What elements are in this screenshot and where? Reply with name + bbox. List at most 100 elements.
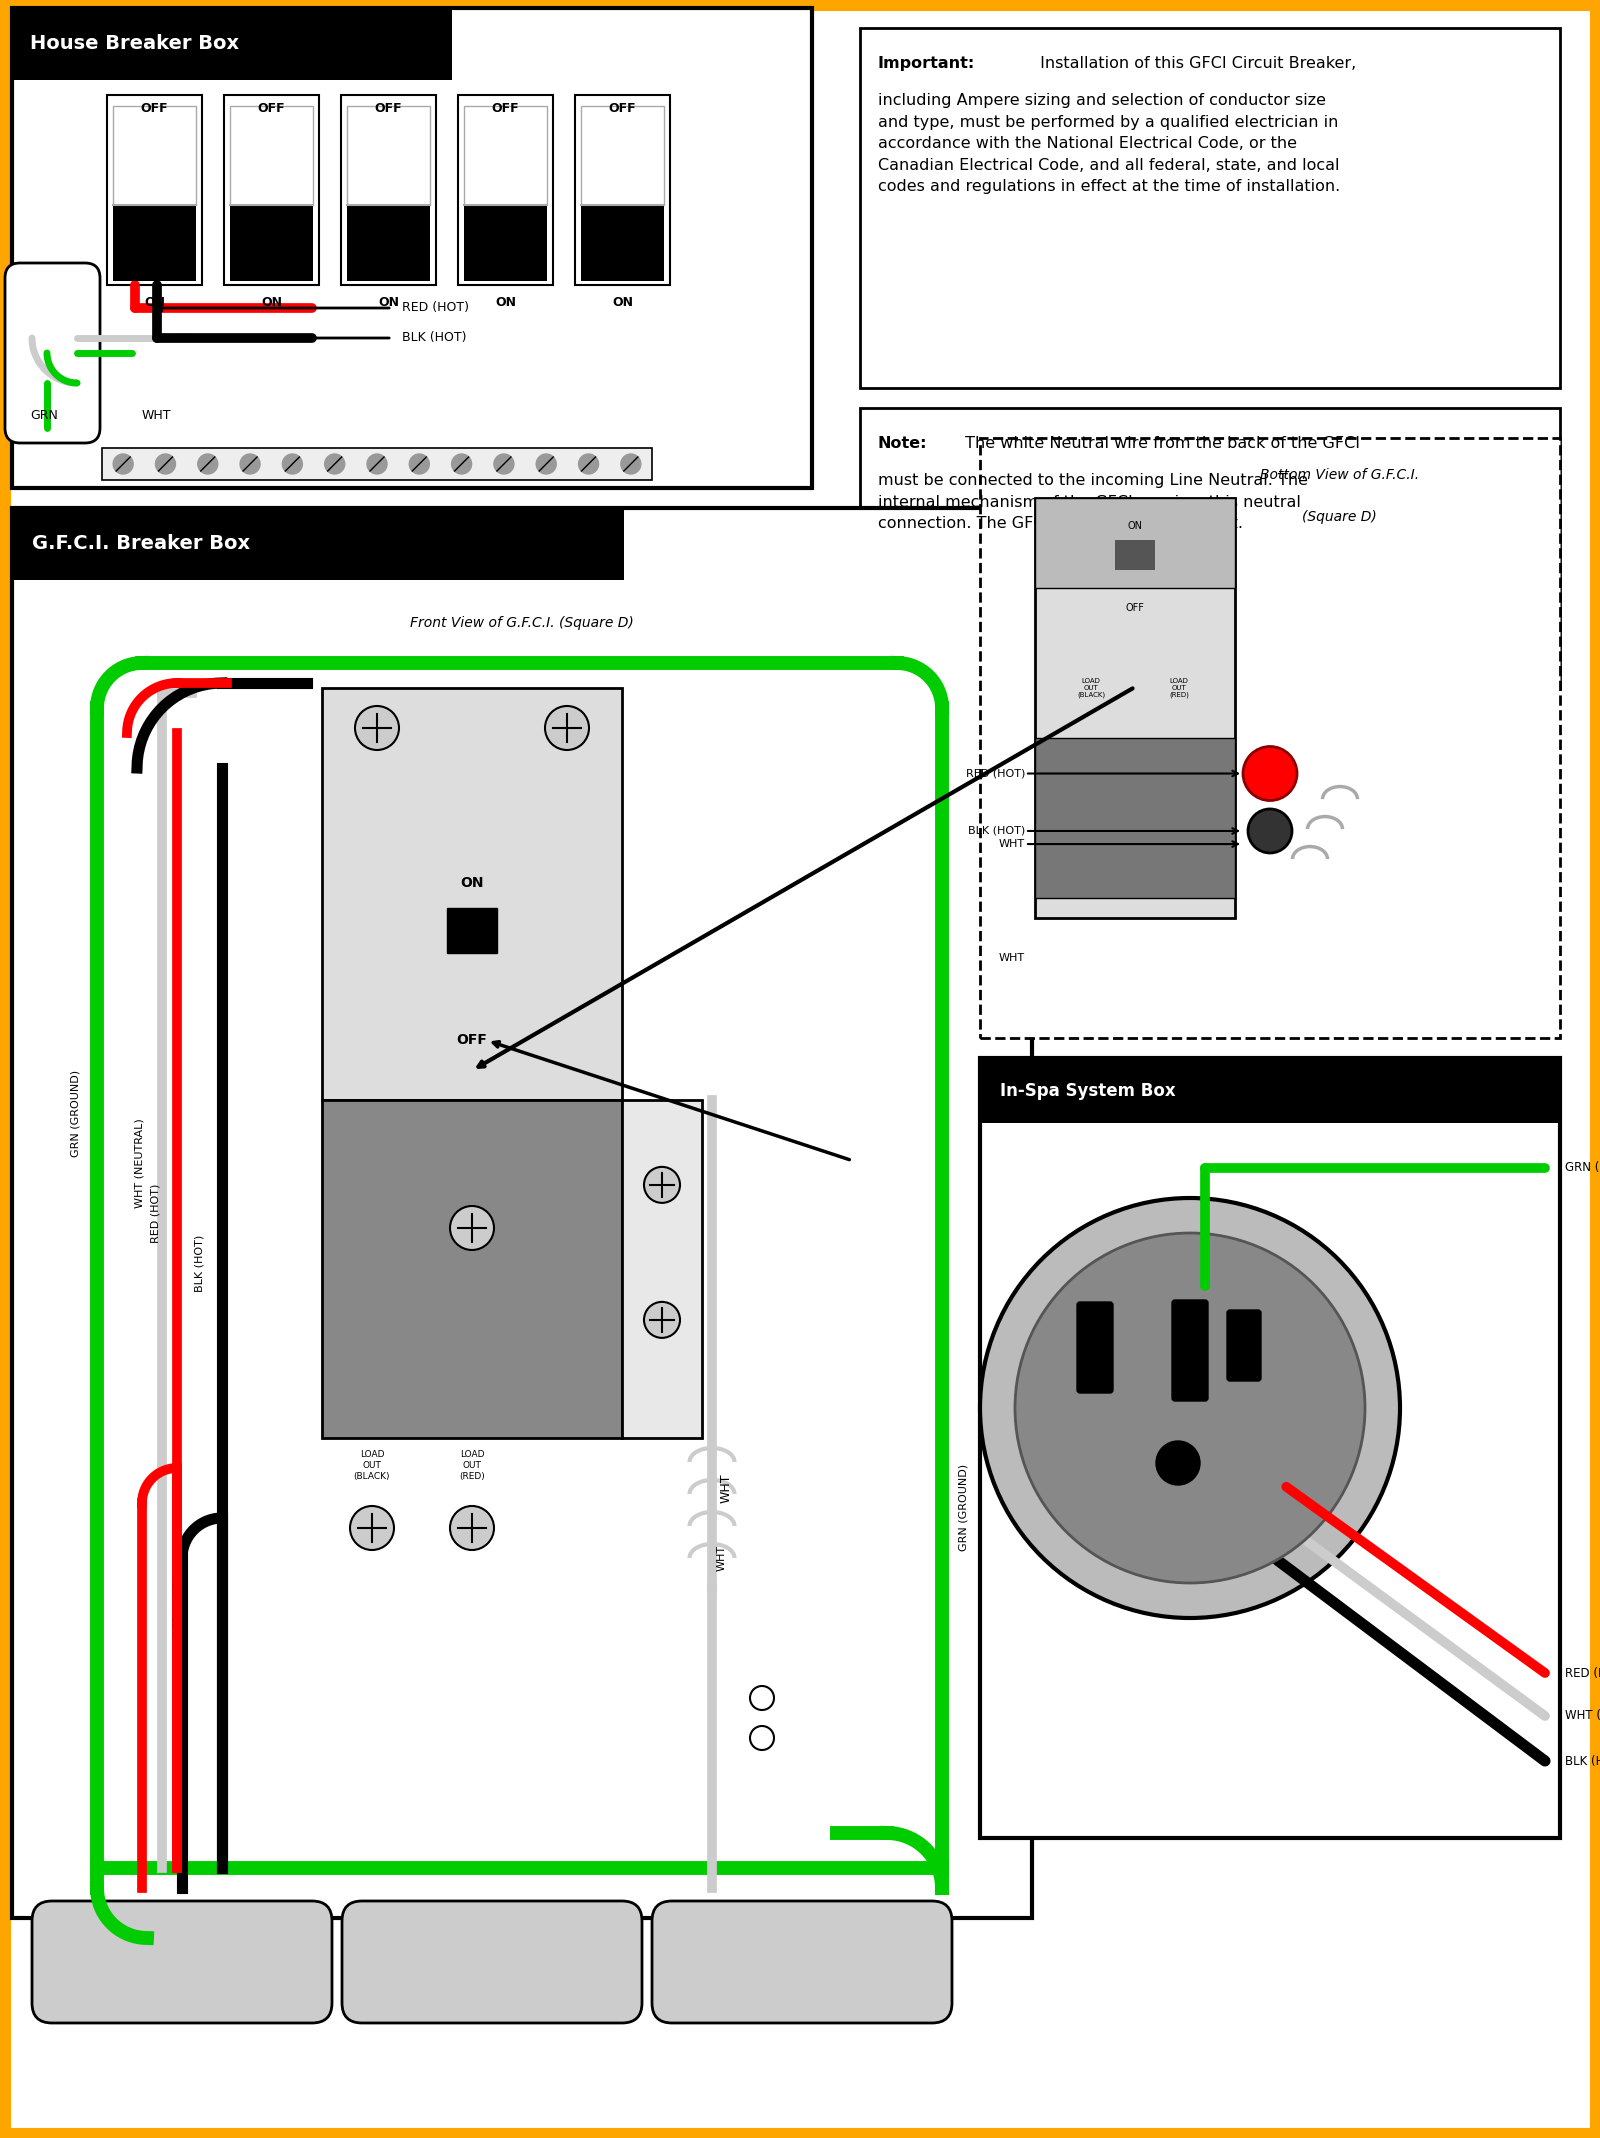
FancyBboxPatch shape bbox=[347, 107, 430, 205]
Circle shape bbox=[494, 453, 514, 475]
Text: GRN: GRN bbox=[30, 410, 58, 423]
Text: GRN (GROUND): GRN (GROUND) bbox=[958, 1465, 970, 1552]
Text: WHT (NEUTRAL): WHT (NEUTRAL) bbox=[1565, 1710, 1600, 1723]
Text: WHT: WHT bbox=[717, 1546, 726, 1571]
Text: Installation of this GFCI Circuit Breaker,: Installation of this GFCI Circuit Breake… bbox=[1035, 56, 1357, 71]
FancyBboxPatch shape bbox=[32, 1901, 333, 2023]
Text: including Ampere sizing and selection of conductor size
and type, must be perfor: including Ampere sizing and selection of… bbox=[878, 92, 1341, 195]
FancyBboxPatch shape bbox=[230, 107, 314, 205]
FancyBboxPatch shape bbox=[1035, 738, 1235, 898]
Circle shape bbox=[366, 453, 387, 475]
FancyBboxPatch shape bbox=[13, 509, 624, 579]
Text: OFF: OFF bbox=[258, 103, 285, 115]
Text: RED (HOT): RED (HOT) bbox=[150, 1182, 160, 1242]
Circle shape bbox=[282, 453, 302, 475]
FancyBboxPatch shape bbox=[653, 1901, 952, 2023]
Text: OFF: OFF bbox=[141, 103, 168, 115]
Text: WHT: WHT bbox=[720, 1473, 733, 1503]
Text: OFF: OFF bbox=[608, 103, 637, 115]
Circle shape bbox=[240, 453, 261, 475]
FancyBboxPatch shape bbox=[979, 1058, 1560, 1839]
Circle shape bbox=[1014, 1234, 1365, 1582]
Circle shape bbox=[114, 453, 133, 475]
Text: RED (HOT): RED (HOT) bbox=[1565, 1666, 1600, 1680]
FancyBboxPatch shape bbox=[1227, 1311, 1261, 1381]
FancyBboxPatch shape bbox=[102, 449, 653, 481]
Circle shape bbox=[450, 1206, 494, 1251]
Circle shape bbox=[198, 453, 218, 475]
Circle shape bbox=[450, 1505, 494, 1550]
FancyBboxPatch shape bbox=[581, 107, 664, 205]
Text: ON: ON bbox=[611, 297, 634, 310]
Circle shape bbox=[155, 453, 176, 475]
Text: LOAD
OUT
(BLACK): LOAD OUT (BLACK) bbox=[354, 1450, 390, 1482]
Circle shape bbox=[1243, 746, 1298, 800]
Text: House Breaker Box: House Breaker Box bbox=[30, 34, 238, 53]
Text: GRN (GROUND): GRN (GROUND) bbox=[1565, 1161, 1600, 1174]
Text: must be connected to the incoming Line Neutral. The
internal mechanism of the GF: must be connected to the incoming Line N… bbox=[878, 472, 1309, 530]
Text: RED (HOT): RED (HOT) bbox=[402, 301, 469, 314]
Text: LOAD
OUT
(RED): LOAD OUT (RED) bbox=[459, 1450, 485, 1482]
Text: Note:: Note: bbox=[878, 436, 928, 451]
Text: ON: ON bbox=[461, 877, 483, 889]
FancyBboxPatch shape bbox=[574, 94, 670, 284]
FancyBboxPatch shape bbox=[581, 205, 664, 280]
Text: Front View of G.F.C.I. (Square D): Front View of G.F.C.I. (Square D) bbox=[410, 616, 634, 631]
Text: LOAD
OUT
(RED): LOAD OUT (RED) bbox=[1170, 678, 1189, 699]
Circle shape bbox=[979, 1197, 1400, 1618]
Text: ON: ON bbox=[261, 297, 282, 310]
Text: WHT: WHT bbox=[998, 954, 1026, 962]
FancyBboxPatch shape bbox=[347, 205, 430, 280]
Circle shape bbox=[350, 1505, 394, 1550]
FancyBboxPatch shape bbox=[342, 1901, 642, 2023]
Text: GRN (GROUND): GRN (GROUND) bbox=[70, 1069, 80, 1157]
Circle shape bbox=[325, 453, 344, 475]
Text: (Square D): (Square D) bbox=[1302, 511, 1378, 524]
FancyBboxPatch shape bbox=[622, 1101, 702, 1439]
Text: RED (HOT): RED (HOT) bbox=[173, 1578, 182, 1638]
FancyBboxPatch shape bbox=[861, 408, 1560, 688]
FancyBboxPatch shape bbox=[322, 688, 622, 1101]
FancyBboxPatch shape bbox=[13, 9, 453, 79]
FancyBboxPatch shape bbox=[114, 107, 195, 205]
Text: ON: ON bbox=[1128, 522, 1142, 530]
Circle shape bbox=[546, 706, 589, 750]
FancyBboxPatch shape bbox=[1035, 498, 1235, 588]
FancyBboxPatch shape bbox=[107, 94, 202, 284]
FancyBboxPatch shape bbox=[1171, 1300, 1208, 1400]
Text: OFF: OFF bbox=[491, 103, 520, 115]
Circle shape bbox=[645, 1167, 680, 1204]
FancyBboxPatch shape bbox=[1035, 498, 1235, 917]
Text: The white Neutral wire from the back of the GFCI: The white Neutral wire from the back of … bbox=[960, 436, 1360, 451]
FancyBboxPatch shape bbox=[114, 205, 195, 280]
Text: OFF: OFF bbox=[456, 1033, 488, 1048]
Text: ON: ON bbox=[494, 297, 515, 310]
Text: RED (HOT): RED (HOT) bbox=[966, 768, 1026, 778]
FancyBboxPatch shape bbox=[464, 205, 547, 280]
Text: ON: ON bbox=[144, 297, 165, 310]
Circle shape bbox=[621, 453, 642, 475]
Circle shape bbox=[1248, 808, 1293, 853]
FancyBboxPatch shape bbox=[1077, 1302, 1114, 1394]
FancyBboxPatch shape bbox=[13, 509, 1032, 1918]
FancyBboxPatch shape bbox=[13, 9, 811, 487]
Circle shape bbox=[410, 453, 429, 475]
Text: In-Spa System Box: In-Spa System Box bbox=[1000, 1082, 1176, 1099]
Text: WHT (NEUTRAL): WHT (NEUTRAL) bbox=[134, 1118, 146, 1208]
FancyBboxPatch shape bbox=[458, 94, 554, 284]
FancyBboxPatch shape bbox=[341, 94, 435, 284]
FancyBboxPatch shape bbox=[230, 205, 314, 280]
Circle shape bbox=[1155, 1441, 1200, 1486]
Text: WHT: WHT bbox=[998, 838, 1026, 849]
Text: OFF: OFF bbox=[374, 103, 402, 115]
FancyBboxPatch shape bbox=[979, 438, 1560, 1039]
FancyBboxPatch shape bbox=[5, 263, 99, 443]
Text: ON: ON bbox=[378, 297, 398, 310]
FancyBboxPatch shape bbox=[1115, 541, 1155, 571]
Text: BLK (HOT): BLK (HOT) bbox=[195, 1234, 205, 1291]
FancyBboxPatch shape bbox=[5, 4, 1595, 2134]
FancyBboxPatch shape bbox=[322, 1101, 622, 1439]
Text: Important:: Important: bbox=[878, 56, 976, 71]
Text: BLK (HOT): BLK (HOT) bbox=[218, 1629, 227, 1687]
Circle shape bbox=[451, 453, 472, 475]
